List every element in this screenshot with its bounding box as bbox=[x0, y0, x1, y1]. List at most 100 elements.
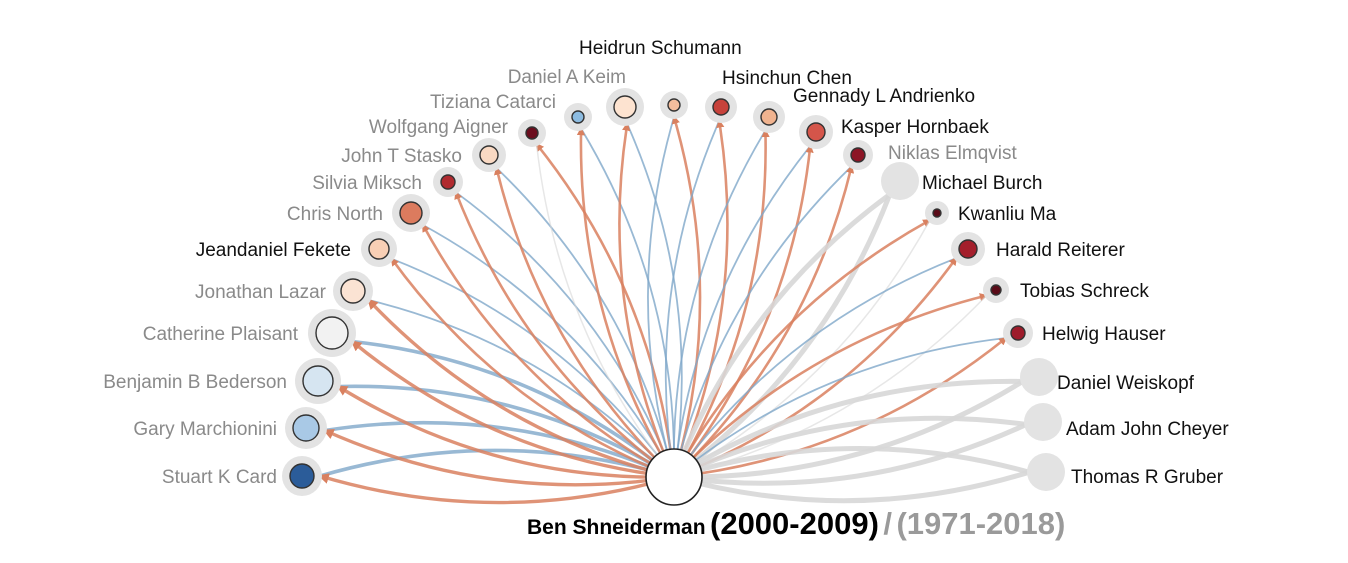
edge-inactive-michael-burch bbox=[671, 192, 892, 478]
edge-inactive-adam-john-cheyer bbox=[673, 422, 1028, 486]
label-gary-marchionini: Gary Marchionini bbox=[133, 419, 277, 440]
edge-inactive-thomas-r-gruber bbox=[673, 469, 1030, 504]
edge-in-daniel-a-keim bbox=[626, 123, 683, 478]
label-benjamin-b-bederson: Benjamin B Bederson bbox=[103, 372, 287, 393]
node-kasper-hornbaek[interactable] bbox=[806, 122, 826, 142]
edge-out-catherine-plaisant bbox=[350, 340, 675, 479]
edge-out-tobias-schreck bbox=[673, 293, 989, 478]
label-jonathan-lazar: Jonathan Lazar bbox=[195, 282, 327, 303]
edge-inactive-daniel-weiskopf bbox=[673, 379, 1024, 480]
collaborator-labels-layer: Stuart K Card Gary Marchionini Benjamin B … bbox=[103, 38, 1229, 488]
edge-out-wolfgang-aigner bbox=[535, 142, 676, 478]
node-stuart-k-card[interactable] bbox=[289, 463, 315, 489]
label-adam-john-cheyer: Adam John Cheyer bbox=[1066, 419, 1229, 440]
period-separator: / bbox=[883, 506, 892, 541]
label-kwanliu-ma: Kwanliu Ma bbox=[958, 204, 1057, 225]
label-wolfgang-aigner: Wolfgang Aigner bbox=[369, 117, 509, 138]
edge-out-daniel-a-keim bbox=[618, 122, 676, 478]
edge-out-john-t-stasko bbox=[494, 166, 675, 478]
edge-inactive-adam-john-cheyer bbox=[672, 415, 1027, 480]
center-author-caption: Ben Shneiderman (2000-2009) / (1971-2018… bbox=[527, 506, 1065, 542]
edge-inactive-thomas-r-gruber bbox=[673, 446, 1030, 480]
center-author-node[interactable] bbox=[645, 448, 703, 506]
label-jeandaniel-fekete: Jeandaniel Fekete bbox=[196, 240, 351, 261]
label-daniel-weiskopf: Daniel Weiskopf bbox=[1057, 373, 1195, 394]
node-john-t-stasko[interactable] bbox=[479, 145, 499, 165]
edge-out-stuart-k-card bbox=[317, 473, 675, 505]
label-helwig-hauser: Helwig Hauser bbox=[1042, 324, 1166, 345]
node-gary-marchionini[interactable] bbox=[292, 414, 320, 442]
node-halo-thomas-r-gruber bbox=[1027, 453, 1065, 491]
edge-in-silvia-miksch bbox=[455, 191, 675, 478]
node-halo-michael-burch bbox=[881, 162, 919, 200]
edge-out-tiziana-catarci bbox=[576, 126, 676, 478]
node-gennady-l-andrienko[interactable] bbox=[760, 108, 778, 126]
edge-out-gennady-l-andrienko bbox=[672, 128, 770, 478]
edge-out-gary-marchionini bbox=[322, 428, 675, 487]
node-kwanliu-ma[interactable] bbox=[932, 208, 942, 218]
edge-inactive-michael-burch bbox=[672, 193, 893, 480]
edge-in-gary-marchionini bbox=[324, 420, 675, 479]
node-tobias-schreck[interactable] bbox=[990, 284, 1002, 296]
edge-out-silvia-miksch bbox=[454, 190, 675, 479]
edge-out-jonathan-lazar bbox=[367, 298, 675, 479]
node-hsinchun-chen[interactable] bbox=[712, 98, 730, 116]
label-michael-burch: Michael Burch bbox=[922, 173, 1042, 194]
node-heidrun-schumann[interactable] bbox=[667, 98, 681, 112]
center-author-name: Ben Shneiderman bbox=[527, 516, 706, 539]
label-daniel-a-keim: Daniel A Keim bbox=[508, 67, 626, 88]
edge-out-heidrun-schumann bbox=[671, 115, 702, 478]
edge-in-heidrun-schumann bbox=[647, 116, 675, 478]
node-niklas-elmqvist[interactable] bbox=[850, 147, 866, 163]
node-silvia-miksch[interactable] bbox=[440, 174, 456, 190]
edge-in-harald-reiterer bbox=[673, 257, 957, 478]
node-chris-north[interactable] bbox=[399, 201, 423, 225]
edge-out-niklas-elmqvist bbox=[673, 164, 855, 478]
period-full: (1971-2018) bbox=[896, 506, 1066, 541]
edge-in-chris-north bbox=[422, 224, 675, 478]
edge-out-kasper-hornbaek bbox=[672, 144, 814, 478]
label-tiziana-catarci: Tiziana Catarci bbox=[430, 92, 556, 113]
label-stuart-k-card: Stuart K Card bbox=[162, 467, 277, 488]
edge-in-helwig-hauser bbox=[673, 337, 1007, 478]
edge-out-kwanliu-ma bbox=[672, 218, 932, 478]
edge-in-jonathan-lazar bbox=[368, 299, 675, 478]
edge-inactive-wolfgang-aigner bbox=[535, 144, 675, 478]
node-helwig-hauser[interactable] bbox=[1010, 325, 1026, 341]
node-catherine-plaisant[interactable] bbox=[315, 316, 349, 350]
label-catherine-plaisant: Catherine Plaisant bbox=[143, 324, 299, 345]
node-daniel-a-keim[interactable] bbox=[613, 95, 637, 119]
node-jonathan-lazar[interactable] bbox=[340, 278, 366, 304]
label-heidrun-schumann: Heidrun Schumann bbox=[579, 38, 742, 59]
label-harald-reiterer: Harald Reiterer bbox=[996, 240, 1125, 261]
edge-in-john-t-stasko bbox=[495, 167, 675, 478]
edges-layer bbox=[317, 115, 1030, 505]
edge-out-jeandaniel-fekete bbox=[390, 257, 675, 479]
edge-inactive-daniel-weiskopf bbox=[672, 378, 1023, 480]
label-tobias-schreck: Tobias Schreck bbox=[1020, 281, 1149, 302]
edge-out-benjamin-b-bederson bbox=[336, 385, 675, 479]
edge-in-tiziana-catarci bbox=[580, 128, 676, 478]
edge-in-hsinchun-chen bbox=[664, 120, 721, 478]
node-benjamin-b-bederson[interactable] bbox=[302, 365, 334, 397]
collaborator-nodes-layer bbox=[282, 88, 1065, 496]
node-halo-adam-john-cheyer bbox=[1024, 403, 1062, 441]
label-silvia-miksch: Silvia Miksch bbox=[312, 173, 422, 194]
label-chris-north: Chris North bbox=[287, 204, 383, 225]
node-harald-reiterer[interactable] bbox=[958, 239, 978, 259]
label-john-t-stasko: John T Stasko bbox=[341, 146, 462, 167]
node-jeandaniel-fekete[interactable] bbox=[368, 238, 390, 260]
node-tiziana-catarci[interactable] bbox=[571, 110, 585, 124]
label-thomas-r-gruber: Thomas R Gruber bbox=[1071, 467, 1224, 488]
node-wolfgang-aigner[interactable] bbox=[525, 126, 539, 140]
label-niklas-elmqvist: Niklas Elmqvist bbox=[888, 143, 1018, 164]
edge-out-chris-north bbox=[421, 223, 675, 479]
label-kasper-hornbaek: Kasper Hornbaek bbox=[841, 117, 989, 138]
edge-in-jeandaniel-fekete bbox=[391, 257, 675, 478]
edge-out-helwig-hauser bbox=[673, 336, 1008, 479]
label-gennady-l-andrienko: Gennady L Andrienko bbox=[793, 86, 975, 107]
node-halo-daniel-weiskopf bbox=[1020, 358, 1058, 396]
edge-in-gennady-l-andrienko bbox=[672, 130, 767, 478]
period-focus: (2000-2009) bbox=[710, 506, 879, 541]
